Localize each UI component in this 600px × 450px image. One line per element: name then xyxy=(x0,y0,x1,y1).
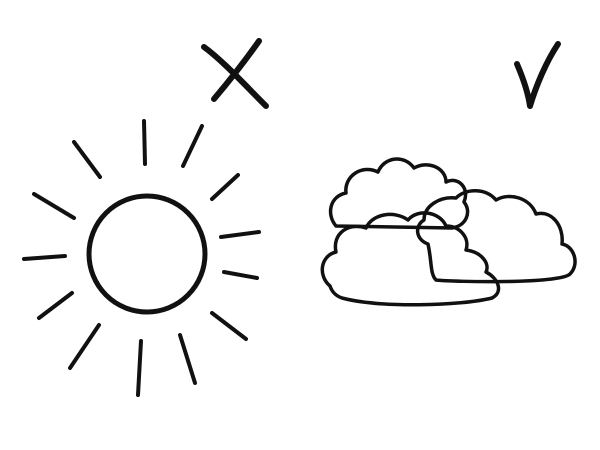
sun-icon xyxy=(22,119,261,397)
sun-ray xyxy=(181,124,204,168)
check-mark-icon xyxy=(514,41,561,109)
sun-ray xyxy=(222,270,259,280)
sun-ray xyxy=(219,230,261,239)
cross-mark-icon xyxy=(201,38,269,109)
sun-ray xyxy=(68,323,101,370)
sun-disc xyxy=(86,193,208,315)
sun-ray xyxy=(37,291,74,320)
sun-ray xyxy=(210,311,248,341)
clouds-panel xyxy=(320,41,577,307)
sun-ray xyxy=(178,333,197,385)
sun-ray xyxy=(136,339,143,397)
cloud-back-left xyxy=(328,157,470,230)
sun-rays xyxy=(22,119,261,397)
sun-ray xyxy=(142,119,147,166)
cloud-back-right xyxy=(415,189,577,284)
cloud-front xyxy=(320,211,501,307)
sun-ray xyxy=(32,192,76,220)
sun-ray xyxy=(210,173,240,201)
sun-ray xyxy=(72,140,102,179)
sun-ray xyxy=(22,254,67,261)
cloud-icon xyxy=(320,157,577,307)
sun-panel xyxy=(22,38,269,397)
